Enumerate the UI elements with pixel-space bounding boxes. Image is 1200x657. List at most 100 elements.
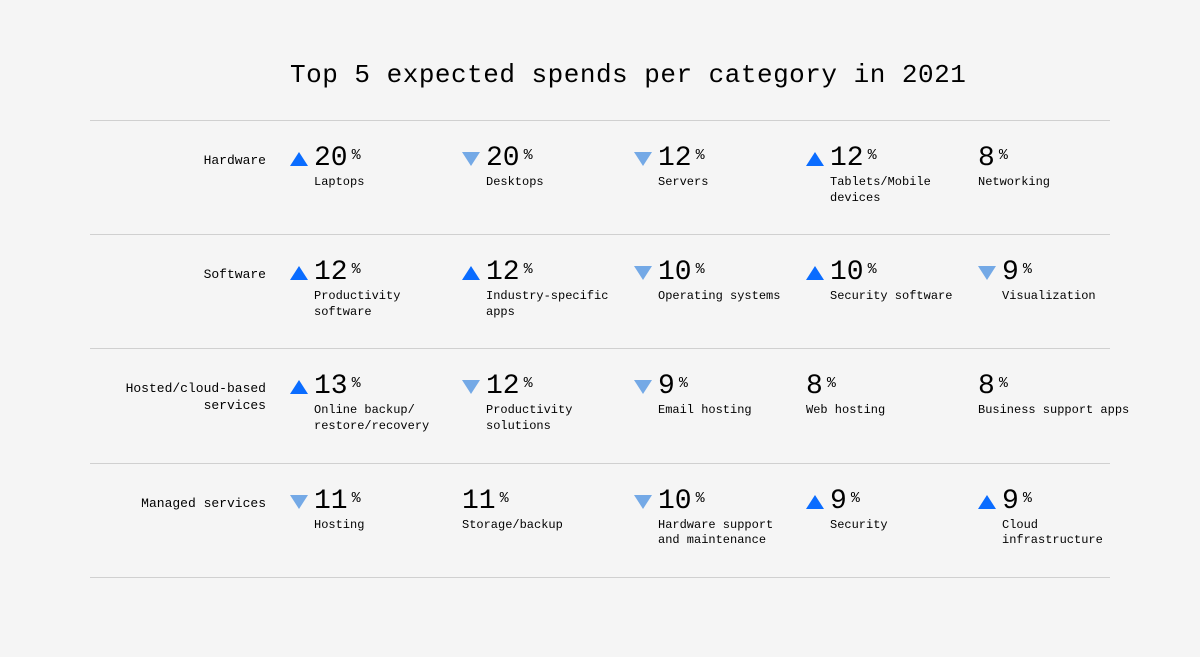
- percent-symbol: %: [524, 375, 533, 392]
- item-label: Visualization: [1002, 289, 1138, 305]
- percent-symbol: %: [1023, 261, 1032, 278]
- percent-symbol: %: [999, 147, 1008, 164]
- spend-item: 10%Hardware support and maintenance: [634, 488, 794, 549]
- value-number: 8: [978, 145, 995, 173]
- trend-up-icon: [290, 380, 308, 394]
- value-line: 9%: [978, 488, 1138, 516]
- value-line: 12%: [462, 259, 622, 287]
- item-label: Industry-specific apps: [486, 289, 622, 320]
- spend-item: 13%Online backup/ restore/recovery: [290, 373, 450, 434]
- trend-up-icon: [806, 495, 824, 509]
- value-number: 13: [314, 373, 348, 401]
- trend-down-icon: [634, 152, 652, 166]
- item-label: Email hosting: [658, 403, 794, 419]
- spend-item: 12% Servers: [634, 145, 794, 206]
- value-number: 10: [658, 488, 692, 516]
- percent-symbol: %: [500, 490, 509, 507]
- value-line: 12%: [634, 145, 794, 173]
- trend-up-icon: [978, 495, 996, 509]
- value-line: 8%: [978, 145, 1138, 173]
- value-line: 8%: [806, 373, 966, 401]
- percent-symbol: %: [1023, 490, 1032, 507]
- trend-up-icon: [806, 152, 824, 166]
- item-label: Productivity solutions: [486, 403, 622, 434]
- trend-down-icon: [290, 495, 308, 509]
- spend-item: 9%Security: [806, 488, 966, 549]
- value-number: 11: [462, 488, 496, 516]
- percent-symbol: %: [352, 490, 361, 507]
- trend-down-icon: [634, 495, 652, 509]
- value-number: 8: [978, 373, 995, 401]
- percent-symbol: %: [999, 375, 1008, 392]
- spend-item: 20% Desktops: [462, 145, 622, 206]
- value-line: 10%: [634, 259, 794, 287]
- item-label: Servers: [658, 175, 794, 191]
- spend-item: 12% Productivity solutions: [462, 373, 622, 434]
- value-line: 12%: [806, 145, 966, 173]
- items-container: 20%Laptops20%Desktops12%Servers12%Tablet…: [290, 145, 1138, 206]
- items-container: 12%Productivity software12%Industry-spec…: [290, 259, 1138, 320]
- item-label: Online backup/ restore/recovery: [314, 403, 450, 434]
- item-label: Hosting: [314, 518, 450, 534]
- spend-item: 10%Security software: [806, 259, 966, 320]
- trend-up-icon: [462, 266, 480, 280]
- value-number: 8: [806, 373, 823, 401]
- trend-down-icon: [634, 266, 652, 280]
- items-container: 11% Hosting 11%Storage/backup10%Hardware s…: [290, 488, 1138, 549]
- spend-item: 12% Productivity software: [290, 259, 450, 320]
- percent-symbol: %: [851, 490, 860, 507]
- spend-item: 8%Networking: [978, 145, 1138, 206]
- percent-symbol: %: [524, 147, 533, 164]
- value-number: 12: [658, 145, 692, 173]
- value-line: 8%: [978, 373, 1138, 401]
- category-row: Hardware20%Laptops20%Desktops12%Servers1…: [90, 120, 1110, 234]
- category-row: Hosted/cloud-based services13%Online bac…: [90, 348, 1110, 462]
- value-number: 9: [1002, 259, 1019, 287]
- spend-item: 8% Web hosting: [806, 373, 966, 434]
- percent-symbol: %: [868, 147, 877, 164]
- spend-item: 12%Industry-specific apps: [462, 259, 622, 320]
- value-number: 12: [314, 259, 348, 287]
- rows-container: Hardware20%Laptops20%Desktops12%Servers1…: [90, 120, 1110, 578]
- value-number: 9: [830, 488, 847, 516]
- trend-down-icon: [634, 380, 652, 394]
- spend-item: 20%Laptops: [290, 145, 450, 206]
- item-label: Productivity software: [314, 289, 450, 320]
- item-label: Operating systems: [658, 289, 794, 305]
- trend-down-icon: [462, 152, 480, 166]
- spend-item: 9% Email hosting: [634, 373, 794, 434]
- value-line: 9%: [978, 259, 1138, 287]
- percent-symbol: %: [868, 261, 877, 278]
- trend-up-icon: [290, 152, 308, 166]
- trend-up-icon: [806, 266, 824, 280]
- value-line: 9%: [634, 373, 794, 401]
- spend-item: 9%Cloud infrastructure: [978, 488, 1138, 549]
- item-label: Desktops: [486, 175, 622, 191]
- spend-item: 11%Storage/backup: [462, 488, 622, 549]
- trend-down-icon: [462, 380, 480, 394]
- value-line: 13%: [290, 373, 450, 401]
- percent-symbol: %: [696, 147, 705, 164]
- value-number: 9: [1002, 488, 1019, 516]
- value-line: 9%: [806, 488, 966, 516]
- category-label: Managed services: [90, 488, 290, 513]
- percent-symbol: %: [696, 261, 705, 278]
- item-label: Laptops: [314, 175, 450, 191]
- percent-symbol: %: [352, 375, 361, 392]
- value-number: 10: [658, 259, 692, 287]
- spend-item: 8%Business support apps: [978, 373, 1138, 434]
- percent-symbol: %: [352, 261, 361, 278]
- value-line: 10%: [634, 488, 794, 516]
- percent-symbol: %: [679, 375, 688, 392]
- item-label: Cloud infrastructure: [1002, 518, 1138, 549]
- value-line: 10%: [806, 259, 966, 287]
- value-line: 11%: [290, 488, 450, 516]
- value-number: 12: [486, 373, 520, 401]
- item-label: Web hosting: [806, 403, 966, 419]
- category-row: Managed services11%Hosting11%Storage/bac…: [90, 463, 1110, 578]
- value-number: 11: [314, 488, 348, 516]
- category-label: Software: [90, 259, 290, 284]
- spend-item: 10% Operating systems: [634, 259, 794, 320]
- value-line: 20%: [462, 145, 622, 173]
- value-number: 20: [486, 145, 520, 173]
